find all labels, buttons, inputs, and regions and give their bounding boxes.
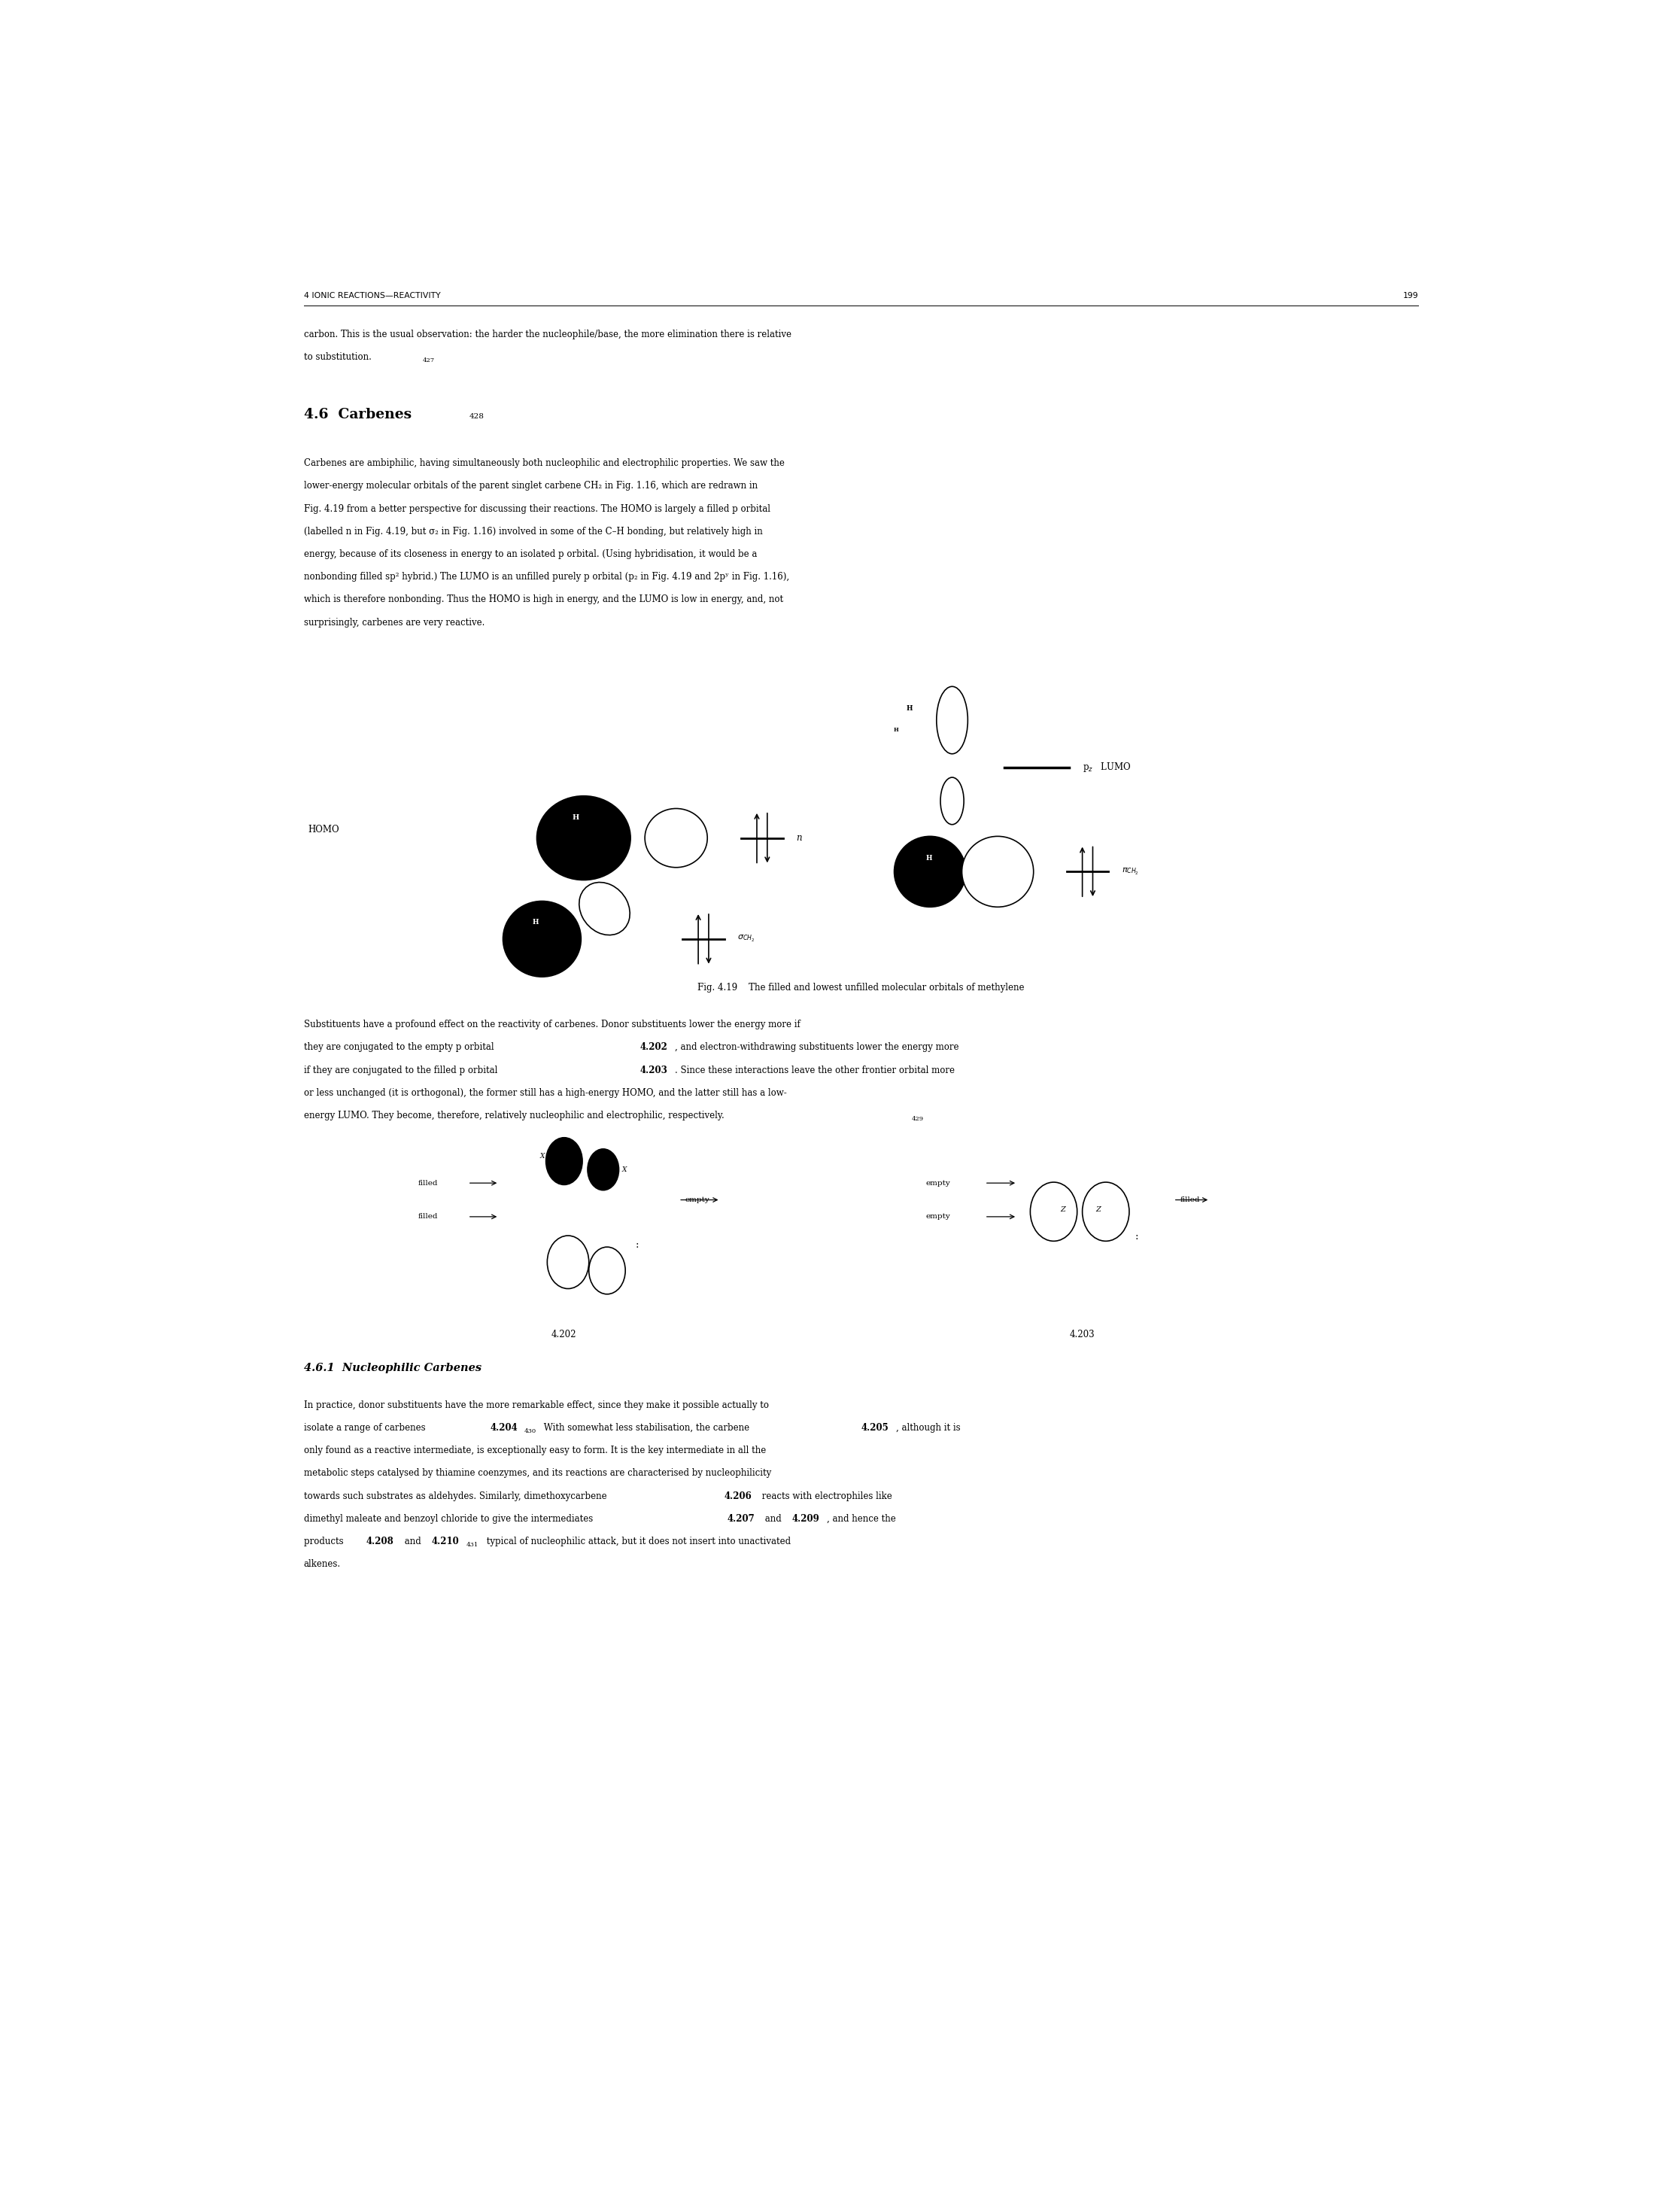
Text: Substituents have a profound effect on the reactivity of carbenes. Donor substit: Substituents have a profound effect on t… — [304, 1019, 800, 1030]
Text: nonbonding filled sp² hybrid.) The LUMO is an unfilled purely p orbital (p₂ in F: nonbonding filled sp² hybrid.) The LUMO … — [304, 573, 790, 581]
Text: surprisingly, carbenes are very reactive.: surprisingly, carbenes are very reactive… — [304, 616, 484, 627]
Text: Z: Z — [1060, 1207, 1065, 1213]
Text: or less unchanged (it is orthogonal), the former still has a high-energy HOMO, a: or less unchanged (it is orthogonal), th… — [304, 1089, 786, 1097]
Text: H: H — [926, 903, 932, 909]
Text: (labelled n in Fig. 4.19, but σ₂ in Fig. 1.16) involved in some of the C–H bondi: (labelled n in Fig. 4.19, but σ₂ in Fig.… — [304, 527, 763, 536]
Text: HOMO: HOMO — [307, 824, 339, 835]
Text: energy, because of its closeness in energy to an isolated p orbital. (Using hybr: energy, because of its closeness in ener… — [304, 549, 758, 560]
Text: and: and — [763, 1513, 785, 1524]
Ellipse shape — [1082, 1183, 1129, 1242]
Text: , and hence the: , and hence the — [827, 1513, 895, 1524]
Ellipse shape — [1030, 1183, 1077, 1242]
Text: Fig. 4.19    The filled and lowest unfilled molecular orbitals of methylene: Fig. 4.19 The filled and lowest unfilled… — [697, 984, 1025, 992]
Text: :: : — [1136, 1233, 1139, 1242]
Text: n: n — [796, 833, 801, 844]
Text: Z: Z — [1095, 1207, 1100, 1213]
Text: H: H — [533, 918, 539, 925]
Text: , and electron-withdrawing substituents lower the energy more: , and electron-withdrawing substituents … — [675, 1043, 959, 1051]
Text: carbon. This is the usual observation: the harder the nucleophile/base, the more: carbon. This is the usual observation: t… — [304, 330, 791, 339]
Text: In practice, donor substituents have the more remarkable effect, since they make: In practice, donor substituents have the… — [304, 1401, 769, 1410]
Text: $\pi_{CH_2}$: $\pi_{CH_2}$ — [1122, 866, 1139, 877]
Text: H: H — [534, 968, 541, 975]
Text: energy LUMO. They become, therefore, relatively nucleophilic and electrophilic, : energy LUMO. They become, therefore, rel… — [304, 1110, 724, 1121]
Ellipse shape — [645, 809, 707, 868]
Text: 199: 199 — [1403, 291, 1418, 299]
Text: towards such substrates as aldehydes. Similarly, dimethoxycarbene: towards such substrates as aldehydes. Si… — [304, 1491, 610, 1502]
Text: , although it is: , although it is — [895, 1423, 961, 1432]
Text: 4.204: 4.204 — [491, 1423, 517, 1432]
Text: H: H — [926, 855, 932, 861]
Text: 4.202: 4.202 — [551, 1329, 576, 1340]
Text: 427: 427 — [422, 359, 435, 363]
Text: 4.210: 4.210 — [432, 1537, 459, 1546]
Ellipse shape — [538, 796, 630, 881]
Text: filled: filled — [1179, 1196, 1200, 1202]
Text: lower-energy molecular orbitals of the parent singlet carbene CH₂ in Fig. 1.16, : lower-energy molecular orbitals of the p… — [304, 481, 758, 492]
Text: Fig. 4.19 from a better perspective for discussing their reactions. The HOMO is : Fig. 4.19 from a better perspective for … — [304, 503, 769, 514]
Ellipse shape — [580, 883, 630, 936]
Text: empty: empty — [926, 1213, 951, 1220]
Text: X: X — [622, 1165, 627, 1174]
Text: Carbenes are ambiphilic, having simultaneously both nucleophilic and electrophil: Carbenes are ambiphilic, having simultan… — [304, 459, 785, 468]
Text: H: H — [573, 815, 580, 822]
Text: 4.6.1  Nucleophilic Carbenes: 4.6.1 Nucleophilic Carbenes — [304, 1364, 482, 1373]
Text: 429: 429 — [912, 1115, 924, 1121]
Text: they are conjugated to the empty p orbital: they are conjugated to the empty p orbit… — [304, 1043, 497, 1051]
Text: 4.209: 4.209 — [791, 1513, 820, 1524]
Text: p$_z$   LUMO: p$_z$ LUMO — [1082, 761, 1131, 774]
Text: to substitution.: to substitution. — [304, 352, 371, 363]
Ellipse shape — [941, 778, 964, 824]
Text: 4.203: 4.203 — [640, 1065, 667, 1076]
Text: isolate a range of carbenes: isolate a range of carbenes — [304, 1423, 428, 1432]
Ellipse shape — [963, 837, 1033, 907]
Text: 4 IONIC REACTIONS—REACTIVITY: 4 IONIC REACTIONS—REACTIVITY — [304, 291, 440, 299]
Text: 430: 430 — [524, 1427, 536, 1434]
Text: only found as a reactive intermediate, is exceptionally easy to form. It is the : only found as a reactive intermediate, i… — [304, 1445, 766, 1456]
Ellipse shape — [590, 1246, 625, 1294]
Text: which is therefore nonbonding. Thus the HOMO is high in energy, and the LUMO is : which is therefore nonbonding. Thus the … — [304, 595, 783, 606]
Ellipse shape — [548, 1235, 590, 1290]
Text: 4.205: 4.205 — [860, 1423, 889, 1432]
Text: filled: filled — [418, 1180, 438, 1187]
Text: empty: empty — [685, 1196, 711, 1202]
Text: dimethyl maleate and benzoyl chloride to give the intermediates: dimethyl maleate and benzoyl chloride to… — [304, 1513, 596, 1524]
Text: 4.203: 4.203 — [1070, 1329, 1095, 1340]
Text: filled: filled — [418, 1213, 438, 1220]
Text: 4.202: 4.202 — [640, 1043, 667, 1051]
Text: 4.6  Carbenes: 4.6 Carbenes — [304, 409, 412, 422]
Text: products: products — [304, 1537, 346, 1546]
Text: 4.207: 4.207 — [727, 1513, 754, 1524]
Text: and: and — [402, 1537, 423, 1546]
Text: 428: 428 — [469, 413, 484, 420]
Text: $\sigma_{CH_2}$: $\sigma_{CH_2}$ — [738, 933, 754, 944]
Text: alkenes.: alkenes. — [304, 1559, 341, 1570]
Text: metabolic steps catalysed by thiamine coenzymes, and its reactions are character: metabolic steps catalysed by thiamine co… — [304, 1469, 771, 1478]
Text: if they are conjugated to the filled p orbital: if they are conjugated to the filled p o… — [304, 1065, 501, 1076]
Ellipse shape — [588, 1150, 618, 1189]
Text: empty: empty — [926, 1180, 951, 1187]
Text: 4.206: 4.206 — [724, 1491, 753, 1502]
Text: H: H — [906, 706, 912, 713]
Ellipse shape — [546, 1137, 583, 1185]
Text: reacts with electrophiles like: reacts with electrophiles like — [759, 1491, 892, 1502]
Text: With somewhat less stabilisation, the carbene: With somewhat less stabilisation, the ca… — [541, 1423, 753, 1432]
Text: H: H — [894, 728, 899, 732]
Text: typical of nucleophilic attack, but it does not insert into unactivated: typical of nucleophilic attack, but it d… — [484, 1537, 791, 1546]
Text: X: X — [539, 1152, 544, 1159]
Text: . Since these interactions leave the other frontier orbital more: . Since these interactions leave the oth… — [675, 1065, 954, 1076]
Ellipse shape — [936, 686, 968, 754]
Text: 431: 431 — [467, 1541, 479, 1548]
Ellipse shape — [502, 901, 581, 977]
Ellipse shape — [894, 837, 966, 907]
Text: :: : — [635, 1239, 638, 1250]
Text: 4.208: 4.208 — [366, 1537, 393, 1546]
